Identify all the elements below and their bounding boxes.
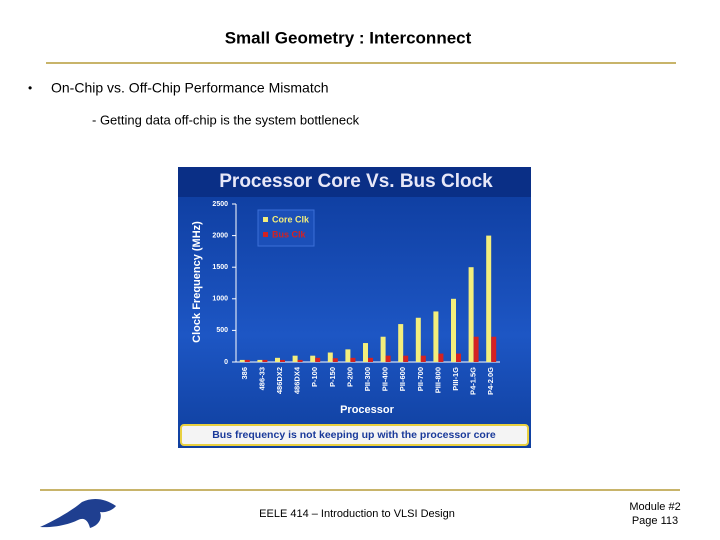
y-axis-label: Clock Frequency (MHz) <box>191 221 203 343</box>
bar <box>403 355 409 362</box>
logo <box>40 498 116 528</box>
bar <box>468 267 474 362</box>
bar <box>380 336 386 362</box>
x-tick-label: 486-33 <box>257 367 266 390</box>
bar <box>345 349 351 362</box>
x-tick-label: P-100 <box>310 367 319 387</box>
bar <box>327 352 333 362</box>
bar <box>451 298 456 362</box>
bar <box>486 235 492 362</box>
bar <box>280 359 285 362</box>
chart-caption: Bus frequency is not keeping up with the… <box>212 429 496 441</box>
x-axis-label: Processor <box>340 404 395 416</box>
x-tick-label: P-150 <box>328 367 337 387</box>
legend-label: Bus Clk <box>272 229 307 239</box>
bar <box>332 358 338 362</box>
x-tick-label: P-200 <box>345 367 354 387</box>
x-tick-label: 486DX2 <box>275 367 284 394</box>
y-tick-label: 2000 <box>212 232 228 239</box>
bar <box>239 359 245 362</box>
x-tick-label: PIII-800 <box>433 367 442 393</box>
legend-label: Core Clk <box>272 214 310 224</box>
bar <box>438 353 444 362</box>
bar <box>262 359 268 362</box>
footer-page: Page 113 <box>632 515 678 527</box>
bar <box>292 355 298 362</box>
bar <box>350 357 356 362</box>
y-tick-label: 500 <box>216 327 228 334</box>
bar <box>368 357 373 362</box>
plot: 0 500 1000 1500 2000 2500 386 486-33 486DX2 486DX… <box>212 201 500 395</box>
x-tick-label: 486DX4 <box>293 366 302 394</box>
bullet-marker: • <box>28 81 32 95</box>
x-tick-label: P4-1.5G <box>469 367 478 395</box>
bar <box>363 343 368 362</box>
y-tick-label: 1000 <box>212 296 228 303</box>
legend-swatch <box>263 217 268 222</box>
bar <box>275 357 280 362</box>
footer-module: Module #2 <box>629 501 680 513</box>
bullet-text: On-Chip vs. Off-Chip Performance Mismatc… <box>51 80 329 96</box>
bar <box>315 357 321 362</box>
y-tick-label: 0 <box>224 359 228 366</box>
bar <box>415 317 421 362</box>
bar <box>385 355 391 362</box>
caption-box <box>180 424 529 446</box>
bar <box>491 336 497 362</box>
y-tick-label: 2500 <box>212 201 228 208</box>
chart-title: Processor Core Vs. Bus Clock <box>219 171 493 192</box>
x-tick-label: 386 <box>240 367 249 380</box>
bar <box>473 336 479 362</box>
x-tick-label: PII-700 <box>416 367 425 391</box>
x-tick-label: PIII-1G <box>451 367 460 391</box>
legend-box <box>257 209 315 247</box>
footer-course: EELE 414 – Introduction to VLSI Design <box>259 508 455 520</box>
bar <box>297 359 303 362</box>
chart-header <box>178 167 531 197</box>
x-tick-label: PII-400 <box>381 367 390 391</box>
x-tick-label: P4-2.0G <box>486 367 495 395</box>
x-tick-label: PII-600 <box>398 367 407 391</box>
slide-title: Small Geometry : Interconnect <box>225 28 472 47</box>
bar <box>456 353 461 362</box>
bar <box>420 355 426 362</box>
bar <box>244 359 250 362</box>
legend-swatch <box>263 232 268 237</box>
sub-bullet: - Getting data off-chip is the system bo… <box>92 112 360 127</box>
y-tick-label: 1500 <box>212 264 228 271</box>
bar <box>310 355 316 362</box>
bar <box>398 324 404 362</box>
bar <box>433 311 439 362</box>
x-tick-label: PII-300 <box>363 367 372 391</box>
bar <box>257 359 263 362</box>
